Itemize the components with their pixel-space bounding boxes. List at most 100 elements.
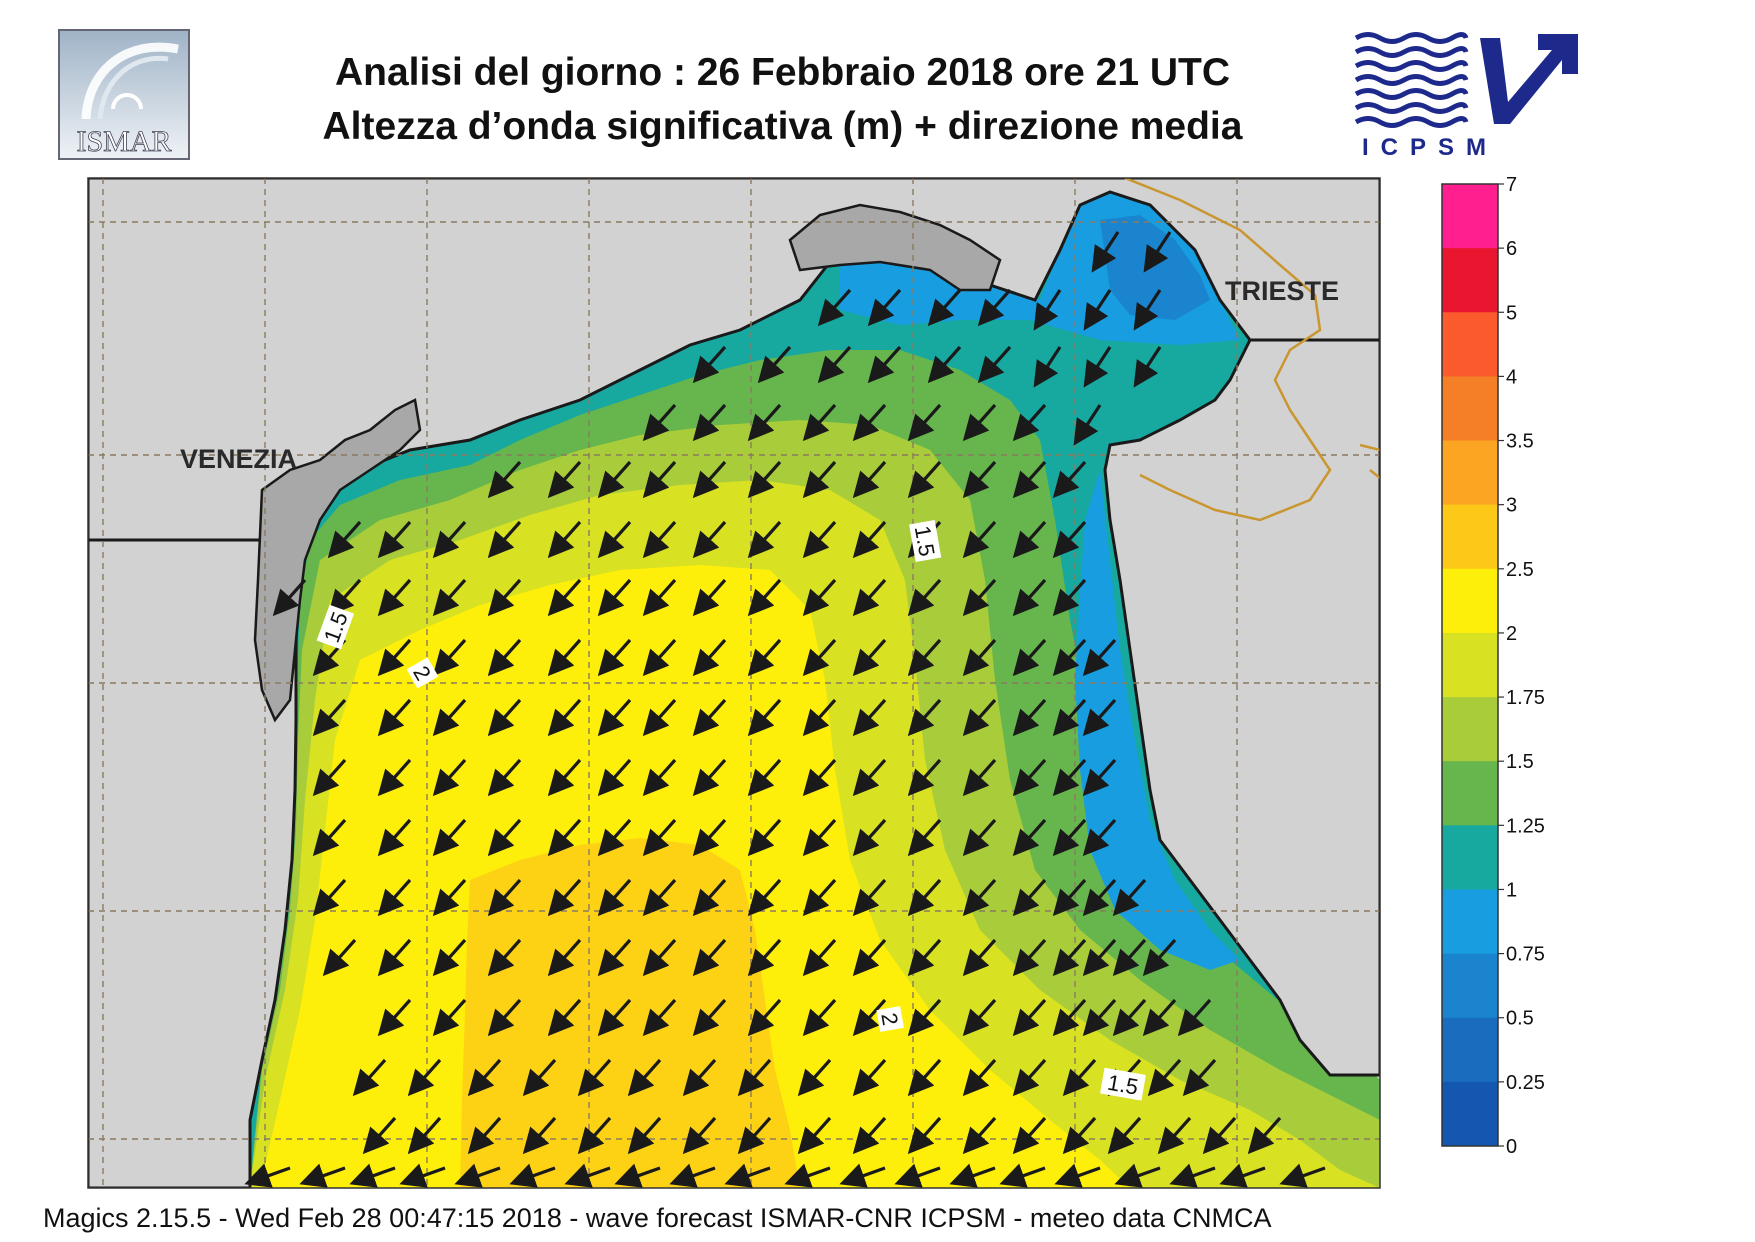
direction-arrow (962, 460, 997, 499)
venice-lagoon (253, 398, 422, 723)
direction-arrow (522, 1116, 557, 1155)
direction-arrow (299, 1163, 346, 1188)
direction-arrow (962, 998, 997, 1037)
direction-arrow (577, 1116, 612, 1155)
direction-arrow (1012, 520, 1047, 559)
colorbar-swatch (1442, 889, 1498, 955)
direction-arrow (682, 1116, 717, 1155)
colorbar-tick-label: 1 (1506, 879, 1517, 901)
direction-arrow (907, 638, 942, 677)
direction-arrow (547, 460, 582, 499)
direction-arrow (564, 1163, 611, 1188)
direction-arrow (692, 578, 727, 617)
direction-arrow (1202, 1116, 1237, 1155)
direction-arrow (377, 938, 412, 977)
direction-arrow (907, 403, 942, 442)
direction-arrow (547, 878, 582, 917)
direction-arrow (547, 818, 582, 857)
direction-arrow (407, 1058, 442, 1097)
direction-arrow (487, 698, 522, 737)
direction-arrow (597, 578, 632, 617)
direction-arrow (1133, 346, 1162, 388)
direction-arrow (597, 878, 632, 917)
direction-arrow (1012, 403, 1047, 442)
direction-arrow (1052, 818, 1087, 857)
colorbar-tick-label: 1.75 (1506, 687, 1545, 709)
direction-arrow (802, 938, 837, 977)
direction-arrow (642, 878, 677, 917)
direction-arrow (467, 1116, 502, 1155)
direction-arrow (1143, 231, 1172, 273)
direction-arrow (244, 1163, 291, 1188)
colorbar-swatch (1442, 632, 1498, 698)
direction-arrow (312, 758, 347, 797)
direction-arrow (432, 998, 467, 1037)
direction-arrow (362, 1116, 397, 1155)
direction-arrow (577, 1058, 612, 1097)
direction-arrow (962, 1116, 997, 1155)
direction-arrow (867, 288, 902, 327)
direction-arrow (962, 818, 997, 857)
direction-arrow (692, 698, 727, 737)
direction-arrow (852, 998, 887, 1037)
direction-arrow (962, 1058, 997, 1097)
direction-arrow (852, 758, 887, 797)
direction-arrow (1052, 460, 1087, 499)
direction-arrow (627, 1116, 662, 1155)
colorbar-tick-label: 0 (1506, 1136, 1517, 1158)
direction-arrow (817, 288, 852, 327)
colorbar-tick-label: 0.75 (1506, 944, 1545, 966)
direction-arrow (642, 758, 677, 797)
direction-arrow (1052, 758, 1087, 797)
direction-arrow (487, 460, 522, 499)
direction-arrow (377, 818, 412, 857)
direction-arrow (1012, 698, 1047, 737)
direction-arrow (1112, 938, 1147, 977)
title-line-1: Analisi del giorno : 26 Febbraio 2018 or… (334, 51, 1231, 94)
direction-arrow (747, 578, 782, 617)
direction-arrow (682, 1058, 717, 1097)
direction-arrow (547, 938, 582, 977)
direction-arrow (377, 698, 412, 737)
direction-arrow (852, 403, 887, 442)
direction-arrow (1157, 1116, 1192, 1155)
direction-arrow (907, 578, 942, 617)
direction-arrow (962, 638, 997, 677)
direction-arrow (692, 878, 727, 917)
direction-arrow (642, 403, 677, 442)
direction-arrow (1247, 1116, 1282, 1155)
direction-arrow (627, 1058, 662, 1097)
direction-arrow (692, 520, 727, 559)
direction-arrow (692, 345, 727, 384)
direction-arrow (757, 345, 792, 384)
direction-arrow (1052, 698, 1087, 737)
direction-arrow (597, 818, 632, 857)
colorbar-tick-label: 7 (1506, 174, 1517, 196)
direction-arrow (802, 520, 837, 559)
direction-arrow (747, 818, 782, 857)
direction-arrow (1073, 404, 1102, 446)
direction-arrow (487, 818, 522, 857)
direction-arrow (432, 938, 467, 977)
icpsm-logo: ICPSM (1354, 32, 1578, 161)
direction-arrow (1062, 1116, 1097, 1155)
direction-arrow (547, 998, 582, 1037)
direction-arrow (547, 578, 582, 617)
direction-arrow (377, 578, 412, 617)
colorbar-swatch (1442, 761, 1498, 826)
label-venezia: VENEZIA (180, 444, 297, 474)
colorbar-tick-label: 5 (1506, 302, 1517, 324)
direction-arrow (312, 878, 347, 917)
direction-arrow (1082, 638, 1117, 677)
direction-arrow (327, 520, 362, 559)
direction-arrow (547, 638, 582, 677)
colorbar-swatch (1442, 1081, 1498, 1147)
direction-arrow (1082, 878, 1117, 917)
direction-arrow (907, 938, 942, 977)
direction-arrow (1012, 1116, 1047, 1155)
direction-arrow (597, 758, 632, 797)
direction-arrow (614, 1163, 661, 1188)
direction-arrow (907, 998, 942, 1037)
direction-arrow (927, 345, 962, 384)
direction-arrow (1052, 998, 1087, 1037)
